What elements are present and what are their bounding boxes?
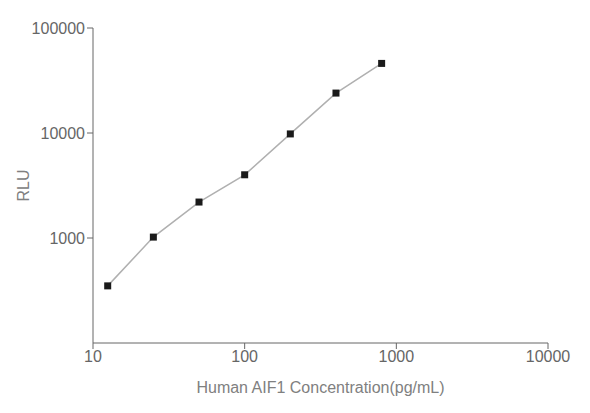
svg-text:1000: 1000 (379, 348, 415, 365)
svg-text:Human AIF1 Concentration(pg/mL: Human AIF1 Concentration(pg/mL) (196, 379, 444, 396)
svg-text:100000: 100000 (32, 20, 85, 37)
svg-text:1000: 1000 (49, 230, 85, 247)
svg-text:10000: 10000 (41, 125, 86, 142)
svg-text:10000: 10000 (526, 348, 571, 365)
svg-text:10: 10 (84, 348, 102, 365)
svg-text:100: 100 (231, 348, 258, 365)
svg-text:RLU: RLU (15, 169, 32, 201)
